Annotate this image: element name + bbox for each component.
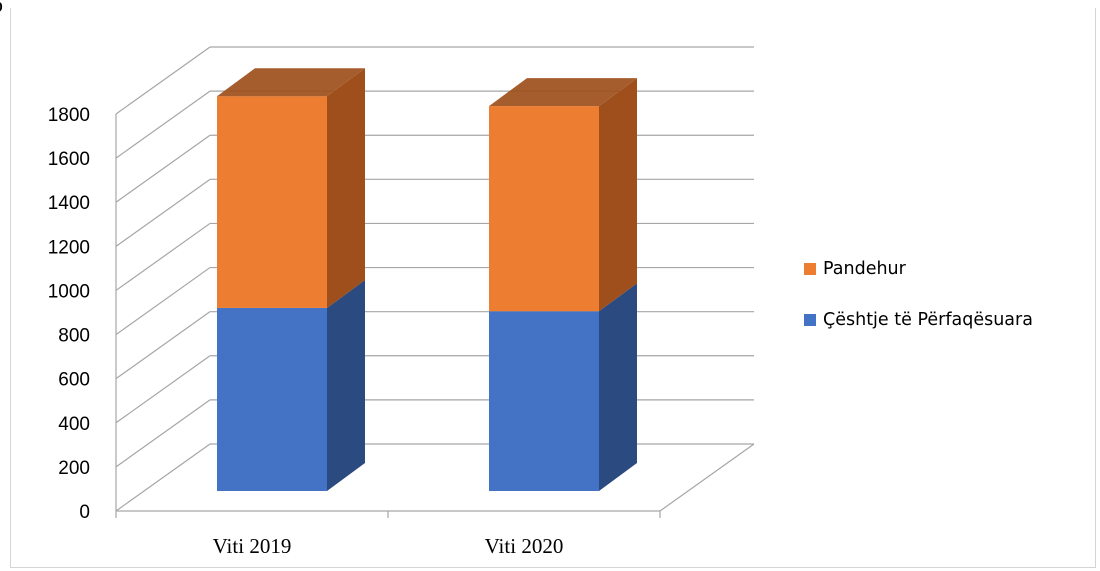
bar-segment [489, 311, 599, 491]
y-tick-label: 1400 [48, 193, 90, 214]
cropped-top-text: p [0, 0, 3, 17]
y-tick-label: 1000 [48, 281, 90, 302]
x-tick-label: Viti 2020 [485, 534, 564, 558]
x-tick-labels: Viti 2019 Viti 2020 [213, 534, 564, 558]
bar-segment [217, 96, 327, 308]
gridline [115, 134, 211, 203]
gridline [115, 222, 211, 291]
y-tick-label: 0 [79, 502, 90, 523]
x-tick-label: Viti 2019 [213, 534, 292, 558]
legend-label: Pandehur [823, 259, 907, 279]
axes [115, 114, 661, 518]
y-tick-label: 1200 [48, 237, 90, 258]
gridline [115, 267, 211, 336]
gridline [115, 46, 211, 115]
y-tick-labels: 0 200 400 600 800 1000 1200 1400 1600 1800 [48, 105, 90, 523]
y-tick-label: 1800 [48, 105, 90, 126]
bar-side-face [599, 283, 637, 491]
legend: Pandehur Çështje të Përfaqësuara [804, 259, 1033, 330]
bar-segment [489, 106, 599, 312]
bar-top-face [217, 68, 365, 97]
gridline [115, 399, 211, 468]
y-tick-label: 800 [58, 326, 90, 347]
bar-side-face [327, 279, 365, 491]
y-tick-label: 600 [58, 370, 90, 391]
bar-top-face [489, 78, 637, 107]
legend-swatch [804, 263, 816, 275]
gridline [659, 443, 755, 512]
legend-swatch [804, 314, 816, 326]
y-tick-label: 200 [58, 458, 90, 479]
bar-side-face [599, 78, 637, 312]
bar-segment [217, 307, 327, 491]
gridline [115, 178, 211, 247]
bar-side-face [327, 68, 365, 308]
bars [217, 68, 637, 491]
gridline [115, 355, 211, 424]
gridlines [115, 46, 755, 512]
y-tick-label: 400 [58, 414, 90, 435]
y-tick-label: 1600 [48, 149, 90, 170]
gridline [115, 311, 211, 380]
gridline [115, 443, 211, 512]
legend-label: Çështje të Përfaqësuara [823, 310, 1033, 330]
gridline [115, 90, 211, 159]
